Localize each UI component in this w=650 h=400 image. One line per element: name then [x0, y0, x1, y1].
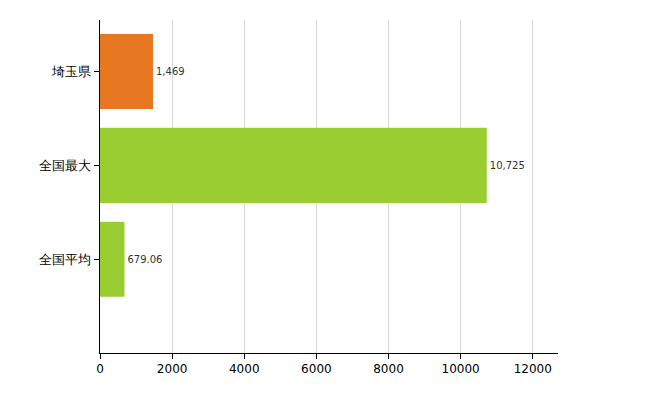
- svg-text:全国最大: 全国最大: [39, 158, 91, 173]
- svg-text:10,725: 10,725: [490, 160, 525, 171]
- svg-text:6000: 6000: [301, 362, 332, 376]
- svg-text:0: 0: [96, 362, 104, 376]
- svg-text:8000: 8000: [373, 362, 404, 376]
- svg-text:679.06: 679.06: [127, 254, 162, 265]
- svg-text:全国平均: 全国平均: [39, 252, 91, 267]
- svg-text:4000: 4000: [229, 362, 260, 376]
- svg-text:2000: 2000: [157, 362, 188, 376]
- svg-text:10000: 10000: [442, 362, 480, 376]
- svg-text:12000: 12000: [514, 362, 552, 376]
- svg-text:1,469: 1,469: [156, 66, 185, 77]
- svg-text:埼玉県: 埼玉県: [51, 64, 91, 79]
